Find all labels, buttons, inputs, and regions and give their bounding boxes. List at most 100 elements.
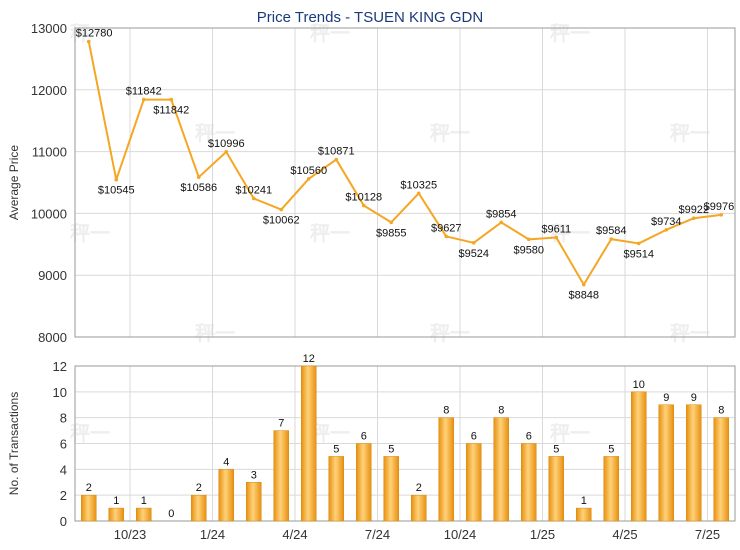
transaction-count-label: 1 — [141, 495, 147, 507]
transaction-bar — [136, 507, 152, 522]
transaction-bar — [466, 443, 482, 522]
transaction-bar — [713, 417, 729, 522]
price-point — [636, 241, 641, 246]
price-point — [169, 97, 174, 102]
transaction-count-label: 9 — [663, 392, 669, 404]
transaction-bar — [658, 404, 674, 522]
transaction-bar — [411, 494, 427, 522]
top-y-tick-label: 8000 — [38, 330, 67, 345]
watermark-glyph: 秤一 — [430, 122, 470, 145]
price-point — [114, 177, 119, 182]
price-point — [361, 203, 366, 208]
price-point — [416, 191, 421, 196]
transaction-bar — [548, 456, 564, 522]
watermark-glyph: 秤一 — [670, 322, 710, 345]
transaction-bar — [273, 430, 289, 522]
transaction-bar — [686, 404, 702, 522]
transaction-count-label: 1 — [581, 495, 587, 507]
transaction-bar — [108, 507, 124, 522]
chart-title: Price Trends - TSUEN KING GDN — [257, 9, 483, 26]
transaction-count-label: 8 — [498, 405, 504, 417]
watermark-glyph: 秤一 — [310, 222, 350, 245]
price-point — [691, 216, 696, 221]
transaction-count-label: 9 — [691, 392, 697, 404]
watermark-glyph: 秤一 — [310, 422, 350, 445]
price-point — [471, 241, 476, 245]
price-data-label: $10996 — [208, 138, 245, 150]
bottom-x-tick-label: 4/24 — [282, 527, 307, 542]
transaction-bar — [576, 507, 592, 522]
bottom-y-tick-label: 8 — [60, 411, 67, 426]
watermark-glyph: 秤一 — [70, 422, 110, 445]
bottom-x-tick-label: 10/24 — [444, 527, 477, 542]
price-point — [251, 196, 256, 201]
bottom-x-tick-label: 7/24 — [365, 527, 390, 542]
bottom-x-tick-label: 1/24 — [200, 527, 225, 542]
watermark-glyph: 秤一 — [550, 22, 590, 45]
price-data-label: $10586 — [180, 182, 217, 194]
bottom-x-tick-label: 10/23 — [114, 527, 147, 542]
transaction-count-label: 6 — [361, 431, 367, 443]
bottom-y-tick-label: 4 — [60, 462, 67, 477]
price-point — [581, 282, 586, 287]
price-data-label: $10325 — [400, 179, 437, 191]
transaction-bar — [493, 417, 509, 522]
watermark-glyph: 秤一 — [670, 122, 710, 145]
price-data-label: $9584 — [596, 225, 627, 237]
price-data-label: $9580 — [513, 244, 544, 256]
transaction-count-label: 2 — [196, 482, 202, 494]
top-y-tick-label: 12000 — [31, 83, 67, 98]
bottom-x-tick-label: 7/25 — [695, 527, 720, 542]
price-point — [306, 176, 311, 181]
watermark-glyph: 秤一 — [195, 122, 235, 145]
price-data-label: $11842 — [153, 105, 189, 117]
transaction-count-label: 6 — [526, 431, 532, 443]
price-point — [554, 235, 559, 240]
price-point — [141, 97, 146, 102]
transaction-bar — [356, 443, 372, 522]
price-data-label: $10560 — [290, 165, 327, 177]
price-point — [334, 157, 339, 162]
transaction-bar — [521, 443, 537, 522]
watermark-glyph: 秤一 — [70, 222, 110, 245]
price-point — [279, 207, 284, 212]
price-point — [609, 237, 614, 241]
price-data-label: $9922 — [678, 204, 709, 216]
transaction-bar — [328, 456, 344, 522]
transaction-count-label: 3 — [251, 469, 257, 481]
watermark-glyph: 秤一 — [550, 422, 590, 445]
price-data-label: $9627 — [431, 222, 462, 234]
watermark-glyph: 秤一 — [195, 322, 235, 345]
price-point — [389, 220, 394, 225]
price-data-label: $10241 — [235, 185, 272, 197]
price-data-label: $8848 — [568, 290, 599, 302]
transaction-bar — [301, 365, 317, 522]
top-y-tick-label: 11000 — [32, 145, 67, 160]
bottom-y-tick-label: 12 — [53, 359, 67, 374]
price-data-label: $10871 — [318, 146, 355, 158]
transaction-count-label: 7 — [278, 418, 284, 430]
bottom-plot-frame — [74, 365, 736, 522]
transaction-count-label: 2 — [416, 482, 422, 494]
transaction-count-label: 8 — [443, 405, 449, 417]
watermark-glyph: 秤一 — [310, 22, 350, 45]
transaction-bar — [438, 417, 454, 522]
top-y-tick-label: 9000 — [38, 268, 67, 283]
bottom-y-tick-label: 0 — [60, 514, 67, 529]
transaction-count-label: 5 — [388, 443, 394, 455]
price-data-label: $9854 — [486, 208, 517, 220]
price-point — [196, 175, 201, 179]
transaction-count-label: 10 — [633, 379, 645, 391]
top-y-axis-label: Average Price — [7, 145, 21, 220]
bottom-y-tick-label: 2 — [60, 488, 67, 503]
transaction-bar — [631, 391, 647, 522]
top-y-tick-label: 13000 — [31, 21, 67, 36]
transaction-count-label: 8 — [718, 405, 724, 417]
transaction-count-label: 0 — [168, 508, 174, 520]
price-series-line — [87, 41, 722, 286]
price-point — [526, 237, 531, 242]
transaction-count-label: 12 — [303, 353, 315, 365]
bottom-y-tick-label: 10 — [53, 385, 67, 400]
